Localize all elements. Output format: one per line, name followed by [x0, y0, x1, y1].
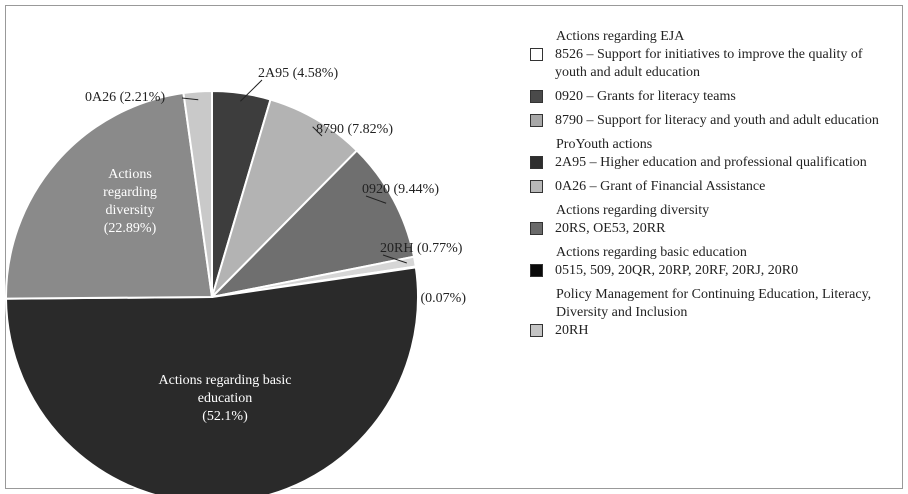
legend-item: 2A95 – Higher education and professional… [530, 154, 890, 172]
slice-category: 0A26 [85, 90, 116, 105]
pie-slice [182, 89, 213, 298]
legend-heading: Actions regarding basic education [556, 245, 747, 260]
legend-swatch [530, 180, 543, 193]
legend-swatch [530, 156, 543, 169]
legend-label: 8526 – Support for initiatives to improv… [555, 47, 863, 80]
legend-item: 20RS, OE53, 20RR [530, 220, 890, 238]
leader-line [365, 195, 387, 204]
legend-group: Policy Management for Continuing Educati… [530, 286, 890, 340]
slice-value: (7.82%) [348, 122, 394, 137]
legend-item: 0A26 – Grant of Financial Assistance [530, 178, 890, 196]
legend-label: 0920 – Grants for literacy teams [555, 89, 736, 104]
legend-group: Actions regarding diversity 20RS, OE53, 2… [530, 202, 890, 238]
slice-category: Actions regarding diversity [103, 167, 157, 218]
slice-category: 2A95 [258, 66, 289, 81]
legend: Actions regarding EJA 8526 – Support for … [530, 28, 890, 346]
slice-value: (52.1%) [202, 409, 248, 424]
legend-item: 8526 – Support for initiatives to improv… [530, 46, 890, 82]
slice-label: 2A95 (4.58%) [258, 66, 338, 81]
slice-category: Actions regarding basic education [158, 373, 292, 406]
legend-label: 0A26 – Grant of Financial Assistance [555, 179, 766, 194]
legend-swatch [530, 324, 543, 337]
legend-swatch [530, 48, 543, 61]
slice-label: 20RH (0.77%) [380, 241, 463, 256]
slice-category: 0920 [362, 182, 390, 197]
slice-value: (4.58%) [293, 66, 339, 81]
pie-slice [208, 149, 416, 299]
legend-swatch [530, 90, 543, 103]
slice-label: 0A26 (2.21%) [85, 90, 165, 105]
slice-category: 20RH [380, 241, 413, 256]
legend-label: 8790 – Support for literacy and youth an… [555, 113, 879, 128]
legend-label: 20RH [555, 323, 589, 338]
slice-label: Actions regarding diversity (22.89%) [88, 166, 172, 238]
legend-swatch [530, 114, 543, 127]
legend-swatch [530, 264, 543, 277]
slice-label: Actions regarding basic education (52.1%) [150, 372, 300, 426]
slice-value: (0.07%) [421, 291, 467, 306]
leader-line [382, 254, 407, 264]
pie-slice [4, 266, 419, 494]
legend-label: 20RS, OE53, 20RR [555, 221, 666, 236]
leader-line [240, 79, 263, 102]
leader-line [181, 97, 199, 101]
slice-label: 8790 (7.82%) [316, 122, 393, 137]
legend-group: Actions regarding basic education 0515, 5… [530, 244, 890, 280]
slice-value: (22.89%) [103, 221, 157, 236]
slice-value: (0.77%) [417, 241, 463, 256]
pie-slice [5, 91, 214, 300]
pie-slice [211, 98, 359, 298]
legend-heading: ProYouth actions [556, 137, 653, 152]
legend-heading: Actions regarding EJA [556, 29, 685, 44]
slice-value: (2.21%) [120, 90, 166, 105]
legend-swatch [530, 222, 543, 235]
legend-group: ProYouth actions 2A95 – Higher education … [530, 136, 890, 196]
legend-item: 20RH [530, 322, 890, 340]
frame [5, 5, 903, 489]
leader-line [312, 126, 323, 137]
slice-category: 8790 [316, 122, 344, 137]
legend-label: 0515, 509, 20QR, 20RP, 20RF, 20RJ, 20R0 [555, 263, 799, 278]
legend-heading: Actions regarding diversity [556, 203, 710, 218]
legend-item: 0515, 509, 20QR, 20RP, 20RF, 20RJ, 20R0 [530, 262, 890, 280]
legend-group: Actions regarding EJA 8526 – Support for … [530, 28, 890, 130]
legend-label: 2A95 – Higher education and professional… [555, 155, 867, 170]
legend-heading: Policy Management for Continuing Educati… [556, 287, 872, 320]
legend-item: 0920 – Grants for literacy teams [530, 88, 890, 106]
slice-value: (9.44%) [394, 182, 440, 197]
legend-item: 8790 – Support for literacy and youth an… [530, 112, 890, 130]
slice-label: 0920 (9.44%) [362, 182, 439, 197]
